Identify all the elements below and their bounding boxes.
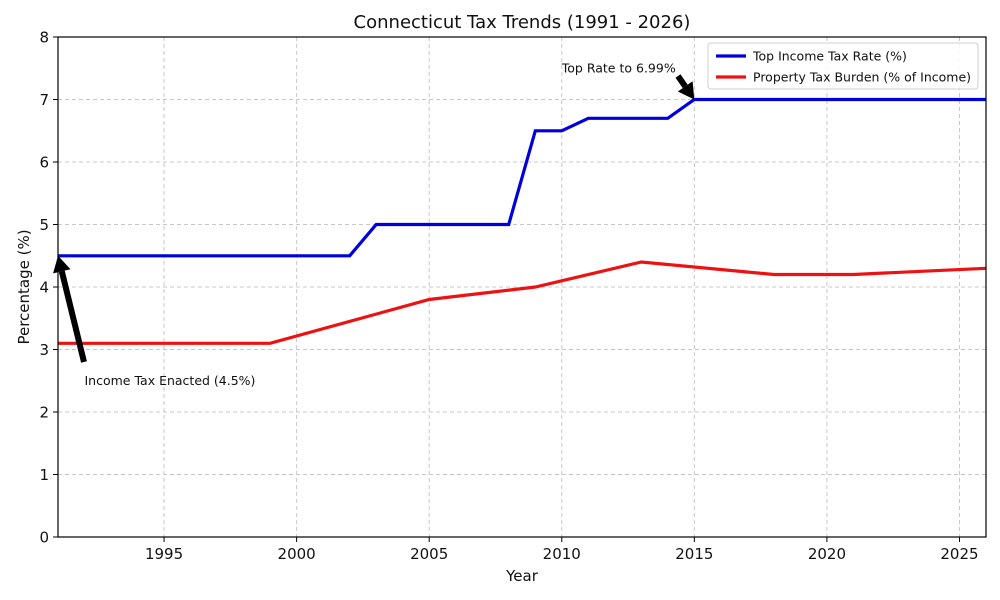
y-tick-label: 1 [39,466,49,484]
annotation-arrow-head [677,81,695,100]
x-tick-label: 2020 [808,545,846,563]
x-axis-title: Year [505,567,539,585]
annotation-arrow-head [53,255,71,274]
x-tick-label: 2015 [675,545,713,563]
series-line-0 [58,97,986,258]
y-tick-label: 8 [39,29,49,47]
grid-layer [58,37,986,537]
x-tick-label: 2010 [543,545,581,563]
x-axis: 1995 2000 2005 2010 2015 2020 2025 [145,537,979,563]
y-axis: 0 1 2 3 4 5 6 7 8 [39,29,58,547]
chart-title: Connecticut Tax Trends (1991 - 2026) [354,12,691,33]
series-line-1 [58,260,987,345]
y-tick-label: 0 [39,529,49,547]
annotation-arrow-shaft [675,74,688,89]
series-layer [57,97,987,345]
y-tick-label: 5 [39,216,49,234]
legend-label-1: Property Tax Burden (% of Income) [753,70,971,85]
y-tick-label: 3 [39,341,49,359]
x-tick-label: 2025 [940,545,978,563]
annotation-arrow-shaft [58,270,87,363]
y-tick-label: 4 [39,279,49,297]
y-axis-title: Percentage (%) [15,229,33,344]
x-tick-label: 2000 [278,545,316,563]
x-tick-label: 2005 [410,545,448,563]
annotations: Income Tax Enacted (4.5%) Top Rate to 6.9… [53,60,695,388]
legend-box [707,42,979,90]
legend: Top Income Tax Rate (%) Property Tax Burd… [707,42,979,90]
x-tick-label: 1995 [145,545,183,563]
annotation-label: Income Tax Enacted (4.5%) [85,373,256,388]
y-tick-label: 2 [39,404,49,422]
legend-label-0: Top Income Tax Rate (%) [752,49,907,64]
annotation-label: Top Rate to 6.99% [561,60,676,75]
y-tick-label: 7 [39,91,49,109]
y-tick-label: 6 [39,154,49,172]
